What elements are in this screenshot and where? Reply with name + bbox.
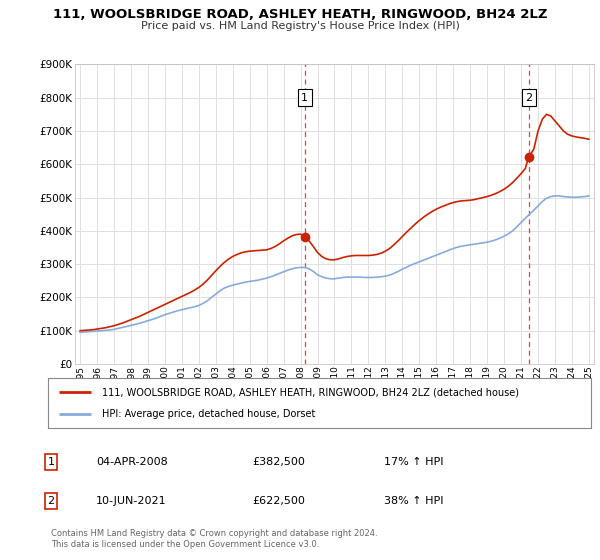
Text: 17% ↑ HPI: 17% ↑ HPI [384,457,443,467]
Text: 1: 1 [47,457,55,467]
Text: 04-APR-2008: 04-APR-2008 [96,457,168,467]
Text: 111, WOOLSBRIDGE ROAD, ASHLEY HEATH, RINGWOOD, BH24 2LZ: 111, WOOLSBRIDGE ROAD, ASHLEY HEATH, RIN… [53,8,547,21]
Text: 38% ↑ HPI: 38% ↑ HPI [384,496,443,506]
Text: 111, WOOLSBRIDGE ROAD, ASHLEY HEATH, RINGWOOD, BH24 2LZ (detached house): 111, WOOLSBRIDGE ROAD, ASHLEY HEATH, RIN… [103,387,519,397]
Text: 2: 2 [525,93,532,102]
Text: Contains HM Land Registry data © Crown copyright and database right 2024.
This d: Contains HM Land Registry data © Crown c… [51,529,377,549]
Text: £622,500: £622,500 [252,496,305,506]
Text: HPI: Average price, detached house, Dorset: HPI: Average price, detached house, Dors… [103,409,316,419]
Text: 1: 1 [301,93,308,102]
Text: 10-JUN-2021: 10-JUN-2021 [96,496,167,506]
Text: Price paid vs. HM Land Registry's House Price Index (HPI): Price paid vs. HM Land Registry's House … [140,21,460,31]
Text: 2: 2 [47,496,55,506]
Text: £382,500: £382,500 [252,457,305,467]
